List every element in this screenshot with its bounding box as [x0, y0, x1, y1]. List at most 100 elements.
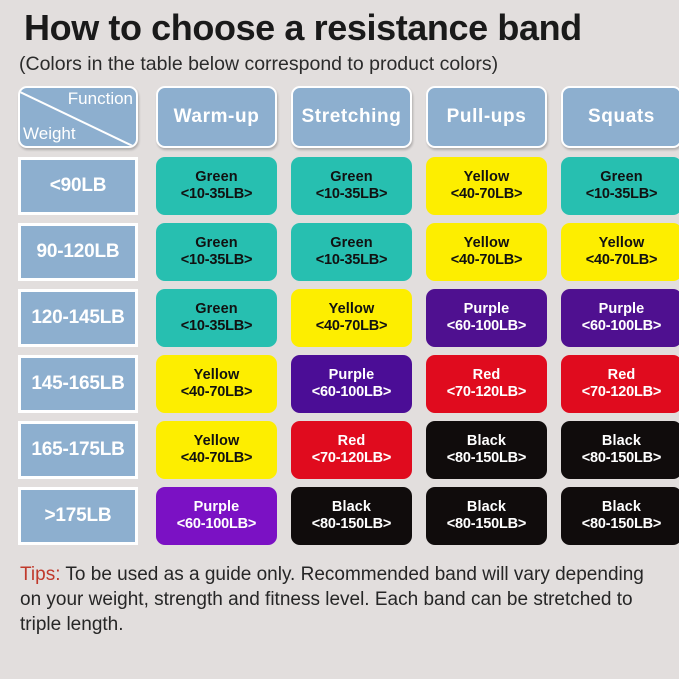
band-resistance-range: <60-100LB> [176, 515, 257, 532]
band-cell: Green <10-35LB> [291, 222, 412, 281]
band-color-name: Yellow [598, 235, 645, 252]
band-color-name: Green [195, 169, 238, 186]
weight-range-label: >175LB [18, 486, 138, 545]
tips-lead-label: Tips: [20, 563, 61, 585]
band-color-name: Purple [598, 301, 645, 318]
band-cell: Yellow <40-70LB> [156, 354, 277, 413]
band-cell: Yellow <40-70LB> [561, 222, 679, 281]
band-resistance-range: <80-150LB> [446, 449, 527, 466]
band-color-name: Green [330, 235, 373, 252]
corner-function-weight-cell: Function Weight [18, 85, 138, 148]
tips-body-text: To be used as a guide only. Recommended … [20, 563, 644, 635]
band-cell: Purple <60-100LB> [561, 288, 679, 347]
band-resistance-range: <80-150LB> [446, 515, 527, 532]
band-color-name: Yellow [463, 169, 510, 186]
band-resistance-range: <70-120LB> [446, 383, 527, 400]
column-header-pull-ups: Pull-ups [426, 85, 547, 148]
band-cell: Yellow <40-70LB> [156, 420, 277, 479]
corner-weight-label: Weight [23, 123, 76, 143]
band-resistance-range: <10-35LB> [180, 251, 253, 268]
column-header-warm-up: Warm-up [156, 85, 277, 148]
band-color-name: Yellow [328, 301, 375, 318]
band-resistance-range: <10-35LB> [315, 185, 388, 202]
band-selection-table: Function Weight Warm-up Stretching Pull-… [10, 85, 679, 545]
page-title: How to choose a resistance band [24, 7, 582, 48]
band-cell: Green <10-35LB> [156, 156, 277, 215]
band-color-name: Red [607, 367, 636, 384]
band-color-name: Black [601, 433, 642, 450]
band-color-name: Purple [193, 499, 240, 516]
band-cell: Red <70-120LB> [291, 420, 412, 479]
band-resistance-range: <70-120LB> [581, 383, 662, 400]
band-resistance-range: <10-35LB> [180, 185, 253, 202]
corner-function-label: Function [67, 88, 133, 108]
band-resistance-range: <10-35LB> [585, 185, 658, 202]
band-cell: Black <80-150LB> [561, 420, 679, 479]
band-cell: Purple <60-100LB> [156, 486, 277, 545]
page-subtitle: (Colors in the table below correspond to… [19, 53, 499, 75]
band-color-name: Purple [463, 301, 510, 318]
band-resistance-range: <40-70LB> [585, 251, 658, 268]
band-cell: Black <80-150LB> [426, 486, 547, 545]
band-resistance-range: <40-70LB> [180, 449, 253, 466]
band-resistance-range: <40-70LB> [450, 251, 523, 268]
band-resistance-range: <80-150LB> [581, 515, 662, 532]
band-cell: Yellow <40-70LB> [426, 222, 547, 281]
table-row: >175LB Purple <60-100LB> Black <80-150LB> Bla… [18, 486, 679, 545]
band-color-name: Black [466, 433, 507, 450]
band-color-name: Red [472, 367, 501, 384]
column-header-stretching: Stretching [291, 85, 412, 148]
weight-range-label: <90LB [18, 156, 138, 215]
band-resistance-range: <40-70LB> [450, 185, 523, 202]
tips-note: Tips: To be used as a guide only. Recomm… [10, 553, 669, 637]
band-color-name: Purple [328, 367, 375, 384]
band-cell: Green <10-35LB> [291, 156, 412, 215]
table-row: 120-145LB Green <10-35LB> Yellow <40-70LB> Pu… [18, 288, 679, 347]
band-cell: Green <10-35LB> [156, 288, 277, 347]
band-resistance-range: <10-35LB> [180, 317, 253, 334]
band-color-name: Black [466, 499, 507, 516]
band-cell: Purple <60-100LB> [291, 354, 412, 413]
table-row: 145-165LB Yellow <40-70LB> Purple <60-100LB>… [18, 354, 679, 413]
band-resistance-range: <60-100LB> [311, 383, 392, 400]
table-row: 165-175LB Yellow <40-70LB> Red <70-120LB> Bla… [18, 420, 679, 479]
weight-range-label: 90-120LB [18, 222, 138, 281]
band-resistance-range: <80-150LB> [311, 515, 392, 532]
band-cell: Black <80-150LB> [291, 486, 412, 545]
band-resistance-range: <80-150LB> [581, 449, 662, 466]
band-cell: Black <80-150LB> [426, 420, 547, 479]
band-cell: Green <10-35LB> [561, 156, 679, 215]
band-resistance-range: <60-100LB> [446, 317, 527, 334]
band-cell: Yellow <40-70LB> [426, 156, 547, 215]
band-cell: Red <70-120LB> [426, 354, 547, 413]
band-resistance-range: <70-120LB> [311, 449, 392, 466]
band-color-name: Green [330, 169, 373, 186]
band-resistance-range: <10-35LB> [315, 251, 388, 268]
band-cell: Red <70-120LB> [561, 354, 679, 413]
band-color-name: Yellow [463, 235, 510, 252]
band-color-name: Green [600, 169, 643, 186]
column-header-squats: Squats [561, 85, 679, 148]
band-cell: Green <10-35LB> [156, 222, 277, 281]
band-color-name: Red [337, 433, 366, 450]
weight-range-label: 145-165LB [18, 354, 138, 413]
table-row: 90-120LB Green <10-35LB> Green <10-35LB> Yell… [18, 222, 679, 281]
band-color-name: Green [195, 301, 238, 318]
table-header-row: Function Weight Warm-up Stretching Pull-… [18, 85, 679, 148]
weight-range-label: 165-175LB [18, 420, 138, 479]
band-resistance-range: <60-100LB> [581, 317, 662, 334]
band-cell: Black <80-150LB> [561, 486, 679, 545]
band-resistance-range: <40-70LB> [180, 383, 253, 400]
band-resistance-range: <40-70LB> [315, 317, 388, 334]
band-color-name: Yellow [193, 433, 240, 450]
band-color-name: Black [331, 499, 372, 516]
band-color-name: Yellow [193, 367, 240, 384]
band-cell: Yellow <40-70LB> [291, 288, 412, 347]
weight-range-label: 120-145LB [18, 288, 138, 347]
band-color-name: Green [195, 235, 238, 252]
table-row: <90LB Green <10-35LB> Green <10-35LB> Yellow <… [18, 156, 679, 215]
band-cell: Purple <60-100LB> [426, 288, 547, 347]
band-color-name: Black [601, 499, 642, 516]
table-body: <90LB Green <10-35LB> Green <10-35LB> Yellow <… [18, 156, 679, 545]
